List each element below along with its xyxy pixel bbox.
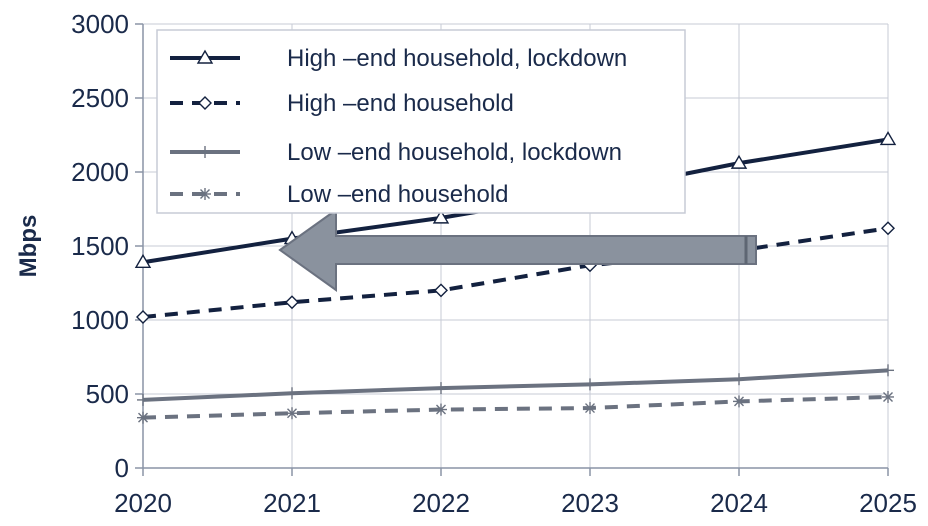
series-line xyxy=(142,226,889,320)
point-marker-diamond xyxy=(136,310,150,325)
x-tick-label: 2024 xyxy=(710,488,768,518)
legend-item: High –end household, lockdown xyxy=(170,45,627,72)
tick-labels: 0 500 1000 1500 2000 2500 3000 2020 2021 2022 2023… xyxy=(71,9,917,518)
point-marker-triangle xyxy=(879,131,897,146)
legend-label: Low –end household, lockdown xyxy=(287,139,622,166)
legend-item: High –end household xyxy=(170,90,514,117)
point-marker-star xyxy=(435,403,447,416)
point-marker-triangle xyxy=(730,154,748,169)
y-tick-label: 1500 xyxy=(71,231,129,261)
y-tick-label: 0 xyxy=(115,453,129,483)
point-marker-star xyxy=(882,390,894,403)
legend-item: Low –end household xyxy=(170,181,509,208)
marker-stroke xyxy=(200,189,210,199)
point-marker-triangle xyxy=(432,209,450,224)
x-tick-label: 2020 xyxy=(114,488,172,518)
point-marker-plus xyxy=(733,373,745,386)
legend-item: Low –end household, lockdown xyxy=(170,139,622,166)
point-marker-star xyxy=(286,407,298,420)
series-3 xyxy=(137,364,894,406)
y-axis-title: Mbps xyxy=(15,215,42,278)
marker-stroke xyxy=(287,408,297,419)
legend-label: High –end household, lockdown xyxy=(287,45,627,72)
point-marker-plus xyxy=(882,364,894,377)
y-tick-label: 3000 xyxy=(71,9,129,39)
point-marker-star xyxy=(584,402,596,415)
point-marker-star xyxy=(137,411,149,424)
point-marker-diamond xyxy=(434,283,448,298)
annotation-arrow xyxy=(278,208,757,292)
marker-stroke xyxy=(734,396,744,407)
annotations xyxy=(278,208,757,292)
point-marker-plus xyxy=(199,146,211,158)
marker-stroke xyxy=(138,412,148,423)
legend-label: High –end household xyxy=(287,90,514,117)
point-marker-diamond xyxy=(881,221,895,236)
point-marker-plus xyxy=(584,378,596,391)
legend: High –end household, lockdown High –end h… xyxy=(156,29,686,214)
point-marker-plus xyxy=(286,387,298,400)
series-line xyxy=(142,368,889,402)
marker-stroke xyxy=(585,403,595,414)
legend-box xyxy=(156,29,686,214)
y-tick-label: 500 xyxy=(86,379,129,409)
point-marker-triangle xyxy=(196,49,214,64)
legend-label: Low –end household xyxy=(287,181,509,208)
series-line xyxy=(142,394,889,420)
x-tick-label: 2025 xyxy=(859,488,917,518)
point-marker-plus xyxy=(137,393,149,406)
y-tick-label: 1000 xyxy=(71,305,129,335)
x-tick-label: 2022 xyxy=(412,488,470,518)
y-tick-label: 2000 xyxy=(71,157,129,187)
marker-stroke xyxy=(436,404,446,415)
y-tick-label: 2500 xyxy=(71,83,129,113)
point-marker-star xyxy=(199,188,211,200)
point-marker-triangle xyxy=(134,253,152,268)
point-marker-diamond xyxy=(198,96,212,110)
point-marker-star xyxy=(733,395,745,408)
series-4 xyxy=(137,390,894,424)
marker-stroke xyxy=(883,391,893,402)
point-marker-plus xyxy=(435,382,447,395)
x-tick-label: 2021 xyxy=(263,488,321,518)
x-tick-label: 2023 xyxy=(561,488,619,518)
arrow-shape xyxy=(278,208,757,292)
point-marker-diamond xyxy=(285,295,299,310)
